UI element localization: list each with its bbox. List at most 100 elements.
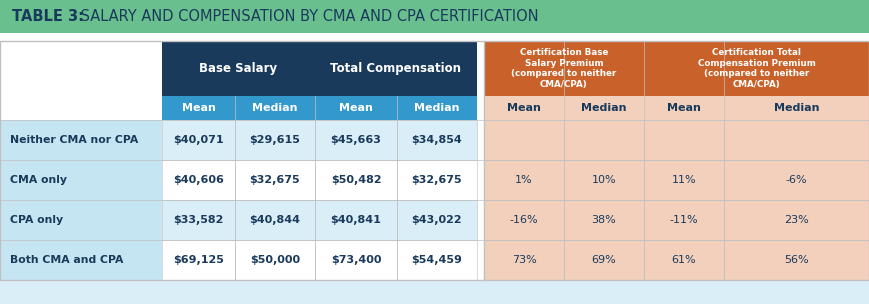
Text: $33,582: $33,582 xyxy=(173,215,223,225)
Bar xyxy=(0,41,869,280)
Bar xyxy=(724,96,869,120)
Text: -6%: -6% xyxy=(786,175,807,185)
Text: $54,459: $54,459 xyxy=(412,255,462,265)
Text: 38%: 38% xyxy=(592,215,616,225)
Bar xyxy=(564,240,644,280)
Bar xyxy=(484,96,564,120)
Text: $32,675: $32,675 xyxy=(412,175,462,185)
Bar xyxy=(0,41,162,96)
Bar xyxy=(397,96,477,120)
Text: $40,841: $40,841 xyxy=(330,215,381,225)
Text: Mean: Mean xyxy=(507,103,541,113)
Text: -16%: -16% xyxy=(510,215,538,225)
Text: $73,400: $73,400 xyxy=(331,255,381,265)
Bar xyxy=(724,240,869,280)
Bar xyxy=(162,240,235,280)
Bar xyxy=(397,240,477,280)
Text: $40,844: $40,844 xyxy=(249,215,301,225)
Bar xyxy=(724,160,869,200)
Text: CMA only: CMA only xyxy=(10,175,67,185)
Bar xyxy=(564,96,644,120)
Text: $69,125: $69,125 xyxy=(173,255,224,265)
Text: $43,022: $43,022 xyxy=(412,215,462,225)
Bar xyxy=(0,200,162,240)
Text: $50,482: $50,482 xyxy=(331,175,381,185)
Bar xyxy=(397,200,477,240)
Text: Mean: Mean xyxy=(182,103,216,113)
Bar xyxy=(484,240,564,280)
Bar xyxy=(644,41,869,96)
Bar xyxy=(724,200,869,240)
Text: 56%: 56% xyxy=(784,255,809,265)
Bar xyxy=(162,41,315,96)
Text: 11%: 11% xyxy=(672,175,696,185)
Bar xyxy=(162,96,235,120)
Text: Certification Total
Compensation Premium
(compared to neither
CMA/CPA): Certification Total Compensation Premium… xyxy=(698,48,815,88)
Bar xyxy=(564,120,644,160)
Bar xyxy=(0,280,869,304)
Bar xyxy=(397,120,477,160)
Bar xyxy=(235,240,315,280)
Text: $40,606: $40,606 xyxy=(173,175,224,185)
Bar xyxy=(162,160,235,200)
Text: Both CMA and CPA: Both CMA and CPA xyxy=(10,255,123,265)
Text: 10%: 10% xyxy=(592,175,616,185)
Text: $40,071: $40,071 xyxy=(173,135,224,145)
Text: 69%: 69% xyxy=(592,255,616,265)
Text: -11%: -11% xyxy=(670,215,699,225)
Text: Mean: Mean xyxy=(667,103,701,113)
Bar xyxy=(484,160,564,200)
Bar xyxy=(0,0,869,33)
Text: $34,854: $34,854 xyxy=(412,135,462,145)
Bar xyxy=(644,120,724,160)
Text: Median: Median xyxy=(415,103,460,113)
Bar xyxy=(162,120,235,160)
Text: 1%: 1% xyxy=(515,175,533,185)
Bar xyxy=(484,41,644,96)
Bar xyxy=(0,33,869,304)
Bar xyxy=(235,160,315,200)
Text: Median: Median xyxy=(773,103,819,113)
Bar xyxy=(0,160,162,200)
Bar xyxy=(484,200,564,240)
Bar xyxy=(564,200,644,240)
Text: $45,663: $45,663 xyxy=(330,135,381,145)
Text: Median: Median xyxy=(581,103,627,113)
Text: TABLE 3:: TABLE 3: xyxy=(12,9,84,24)
Bar xyxy=(315,240,397,280)
Text: Base Salary: Base Salary xyxy=(200,62,277,75)
Text: 73%: 73% xyxy=(512,255,536,265)
Bar xyxy=(0,96,162,120)
Bar xyxy=(397,160,477,200)
Text: Mean: Mean xyxy=(339,103,373,113)
Text: Neither CMA nor CPA: Neither CMA nor CPA xyxy=(10,135,138,145)
Text: SALARY AND COMPENSATION BY CMA AND CPA CERTIFICATION: SALARY AND COMPENSATION BY CMA AND CPA C… xyxy=(76,9,539,24)
Bar xyxy=(724,120,869,160)
Bar xyxy=(0,240,162,280)
Text: $32,675: $32,675 xyxy=(249,175,301,185)
Bar xyxy=(644,96,724,120)
Bar xyxy=(235,120,315,160)
Bar xyxy=(0,120,162,160)
Bar xyxy=(644,160,724,200)
Text: $29,615: $29,615 xyxy=(249,135,301,145)
Bar xyxy=(315,200,397,240)
Text: 23%: 23% xyxy=(784,215,809,225)
Bar xyxy=(644,240,724,280)
Bar xyxy=(315,160,397,200)
Text: Median: Median xyxy=(252,103,298,113)
Bar xyxy=(162,200,235,240)
Bar xyxy=(564,160,644,200)
Text: Total Compensation: Total Compensation xyxy=(330,62,461,75)
Bar xyxy=(315,120,397,160)
Bar xyxy=(235,200,315,240)
Text: CPA only: CPA only xyxy=(10,215,63,225)
Bar xyxy=(235,96,315,120)
Text: 61%: 61% xyxy=(672,255,696,265)
Bar xyxy=(315,41,477,96)
Text: $50,000: $50,000 xyxy=(250,255,300,265)
Text: Certification Base
Salary Premium
(compared to neither
CMA/CPA): Certification Base Salary Premium (compa… xyxy=(511,48,617,88)
Bar xyxy=(315,96,397,120)
Bar xyxy=(644,200,724,240)
Bar xyxy=(484,120,564,160)
